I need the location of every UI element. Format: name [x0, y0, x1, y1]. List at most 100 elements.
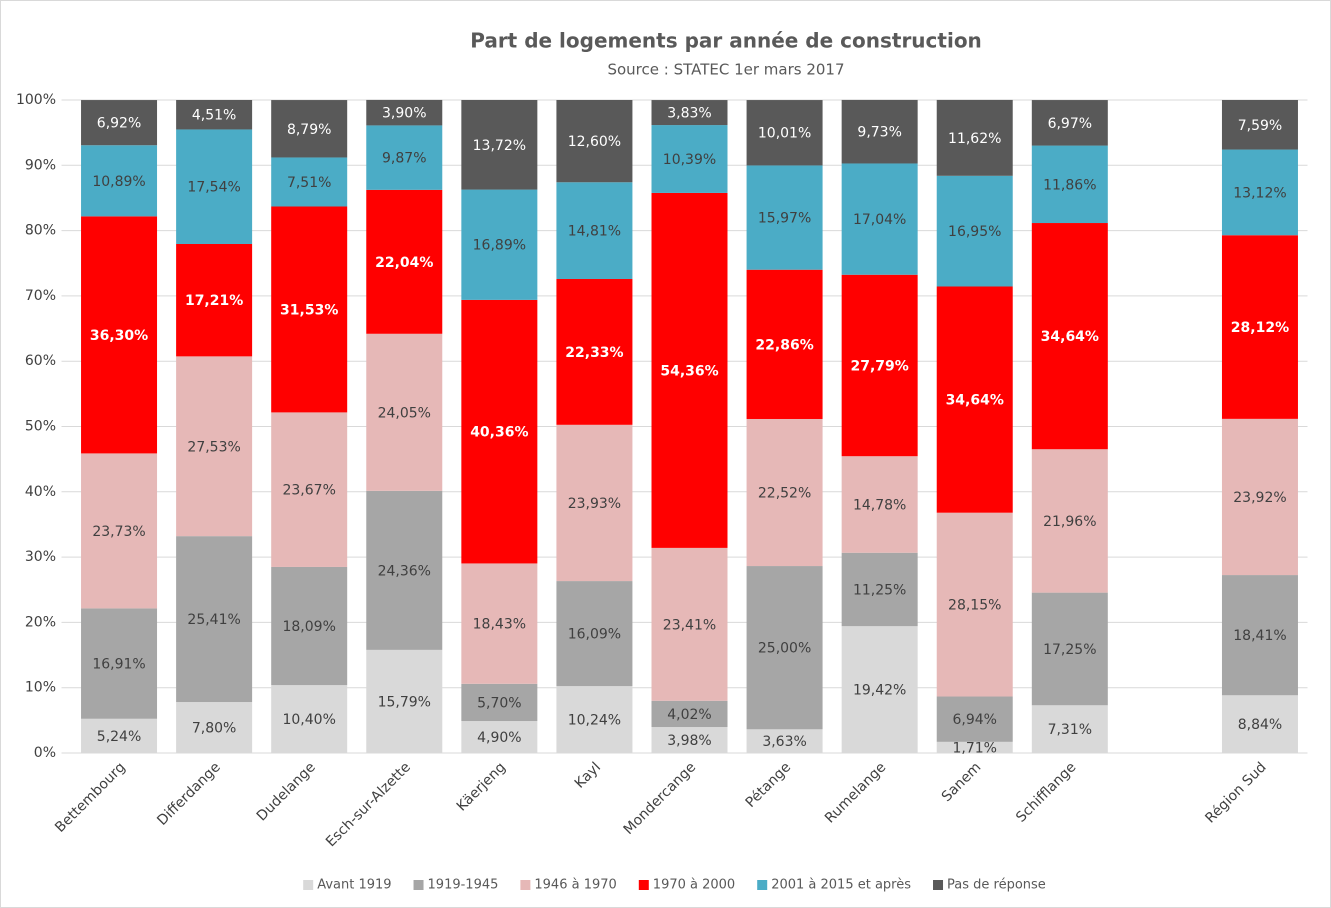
bar-segment [1031, 705, 1108, 753]
bar-segment [81, 453, 158, 609]
legend-swatch [413, 880, 424, 890]
data-label: 27,53% [187, 439, 240, 455]
data-label: 22,04% [375, 255, 433, 271]
bar-segment [271, 100, 348, 158]
bar-segment [461, 721, 538, 753]
bar-segment [556, 424, 633, 582]
bar-segment [1031, 145, 1108, 224]
bar-segment [176, 536, 253, 703]
bar-segment [176, 702, 253, 753]
bar-segment [556, 182, 633, 279]
bar-segment [841, 274, 918, 457]
data-label: 1,71% [952, 740, 996, 756]
y-tick-label: 50% [25, 419, 56, 435]
legend-swatch [757, 880, 768, 890]
data-label: 13,72% [473, 138, 526, 154]
y-tick-label: 100% [16, 92, 56, 108]
data-label: 23,41% [663, 617, 716, 633]
data-label: 5,70% [477, 695, 521, 711]
data-label: 18,41% [1233, 628, 1286, 644]
y-tick-label: 0% [34, 745, 56, 761]
bar-segment [651, 700, 728, 728]
data-label: 15,79% [378, 694, 431, 710]
data-label: 10,39% [663, 152, 716, 168]
bar-segment [936, 696, 1013, 742]
data-label: 17,25% [1043, 642, 1096, 658]
data-label: 25,00% [758, 641, 811, 657]
bar-segment [1031, 223, 1108, 450]
data-label: 16,89% [473, 238, 526, 254]
bar-segment [746, 269, 823, 419]
bar-segment [651, 727, 728, 753]
chart-title: Part de logements par année de construct… [470, 29, 982, 53]
data-label: 12,60% [568, 134, 621, 150]
data-label: 6,97% [1048, 116, 1092, 132]
data-label: 40,36% [470, 425, 528, 441]
data-label: 54,36% [660, 363, 718, 379]
data-label: 8,84% [1238, 717, 1282, 733]
data-label: 7,80% [192, 721, 236, 737]
data-label: 14,81% [568, 224, 621, 240]
data-label: 3,63% [762, 734, 806, 750]
bar-segment [556, 278, 633, 425]
data-label: 23,73% [92, 524, 145, 540]
data-label: 22,33% [565, 345, 623, 361]
data-label: 16,09% [568, 627, 621, 643]
bar-segment [936, 99, 1013, 176]
data-label: 7,59% [1238, 118, 1282, 134]
bar-segment [461, 683, 538, 722]
data-label: 11,25% [853, 582, 906, 598]
data-label: 3,83% [667, 106, 711, 122]
bar-segment [1221, 695, 1298, 753]
data-label: 23,67% [282, 483, 335, 499]
bar-segment [556, 581, 633, 687]
legend-swatch [933, 880, 944, 890]
data-label: 24,05% [378, 405, 431, 421]
legend-label: 2001 à 2015 et après [771, 878, 911, 893]
bar-segment [841, 626, 918, 753]
bar-segment [461, 100, 538, 190]
data-label: 3,98% [667, 733, 711, 749]
data-label: 4,51% [192, 108, 236, 124]
bar-segment [556, 100, 633, 183]
bar-segment [176, 100, 253, 130]
y-tick-label: 10% [25, 680, 56, 696]
data-label: 31,53% [280, 302, 338, 318]
legend-label: Avant 1919 [317, 878, 391, 893]
bar-segment [81, 216, 158, 454]
bar-segment [1031, 449, 1108, 593]
bar-segment [366, 333, 443, 491]
bar-segment [1221, 100, 1298, 150]
bar-segment [176, 129, 253, 244]
bar-segment [271, 206, 348, 413]
y-tick-label: 40% [25, 484, 56, 500]
data-label: 5,24% [97, 729, 141, 745]
bar-segment [841, 163, 918, 275]
bar-segment [461, 563, 538, 684]
data-label: 22,52% [758, 486, 811, 502]
bar-segment [1221, 149, 1298, 236]
bar-segment [556, 686, 633, 753]
data-label: 28,15% [948, 598, 1001, 614]
y-tick-label: 80% [25, 223, 56, 239]
bar-segment [366, 125, 443, 190]
bar-segment [366, 189, 443, 334]
legend-label: Pas de réponse [947, 878, 1046, 893]
legend-swatch [303, 880, 314, 890]
data-label: 17,21% [185, 293, 243, 309]
data-label: 6,94% [952, 712, 996, 728]
bar-segment [81, 145, 158, 217]
bar-segment [81, 100, 158, 146]
data-label: 10,24% [568, 713, 621, 729]
bar-segment [651, 100, 728, 126]
legend-label: 1946 à 1970 [534, 878, 616, 893]
chart-subtitle: Source : STATEC 1er mars 2017 [607, 61, 844, 79]
data-label: 34,64% [946, 393, 1004, 409]
bar-segment [1221, 575, 1298, 696]
bar-segment [936, 512, 1013, 697]
bar-segment [841, 456, 918, 553]
data-label: 17,54% [187, 180, 240, 196]
data-label: 10,89% [92, 174, 145, 190]
data-label: 6,92% [97, 116, 141, 132]
